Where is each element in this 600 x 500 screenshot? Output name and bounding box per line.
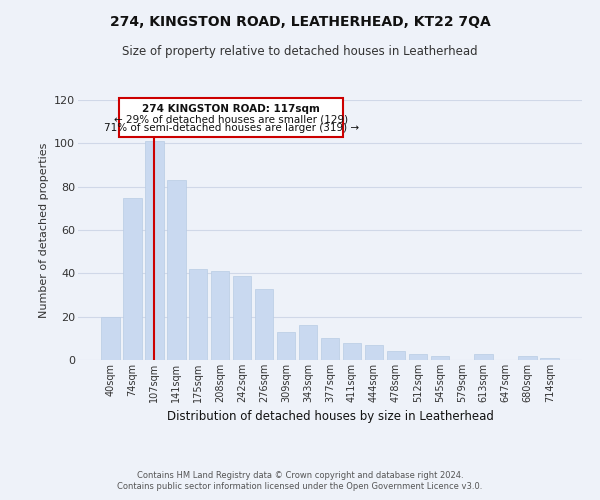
- Text: Contains public sector information licensed under the Open Government Licence v3: Contains public sector information licen…: [118, 482, 482, 491]
- Text: 71% of semi-detached houses are larger (319) →: 71% of semi-detached houses are larger (…: [104, 122, 359, 132]
- FancyBboxPatch shape: [119, 98, 343, 137]
- Bar: [299, 326, 317, 360]
- Bar: [123, 198, 142, 360]
- Bar: [386, 352, 405, 360]
- Y-axis label: Number of detached properties: Number of detached properties: [38, 142, 49, 318]
- Bar: [211, 271, 229, 360]
- Text: 274 KINGSTON ROAD: 117sqm: 274 KINGSTON ROAD: 117sqm: [142, 104, 320, 115]
- Bar: [167, 180, 185, 360]
- Bar: [277, 332, 295, 360]
- Bar: [320, 338, 340, 360]
- Bar: [475, 354, 493, 360]
- Text: Contains HM Land Registry data © Crown copyright and database right 2024.: Contains HM Land Registry data © Crown c…: [137, 471, 463, 480]
- Bar: [255, 288, 274, 360]
- X-axis label: Distribution of detached houses by size in Leatherhead: Distribution of detached houses by size …: [167, 410, 493, 424]
- Bar: [101, 316, 119, 360]
- Bar: [518, 356, 537, 360]
- Text: ← 29% of detached houses are smaller (129): ← 29% of detached houses are smaller (12…: [114, 114, 348, 124]
- Bar: [541, 358, 559, 360]
- Bar: [343, 342, 361, 360]
- Text: 274, KINGSTON ROAD, LEATHERHEAD, KT22 7QA: 274, KINGSTON ROAD, LEATHERHEAD, KT22 7Q…: [110, 15, 490, 29]
- Bar: [431, 356, 449, 360]
- Bar: [233, 276, 251, 360]
- Text: Size of property relative to detached houses in Leatherhead: Size of property relative to detached ho…: [122, 45, 478, 58]
- Bar: [189, 269, 208, 360]
- Bar: [145, 141, 164, 360]
- Bar: [409, 354, 427, 360]
- Bar: [365, 345, 383, 360]
